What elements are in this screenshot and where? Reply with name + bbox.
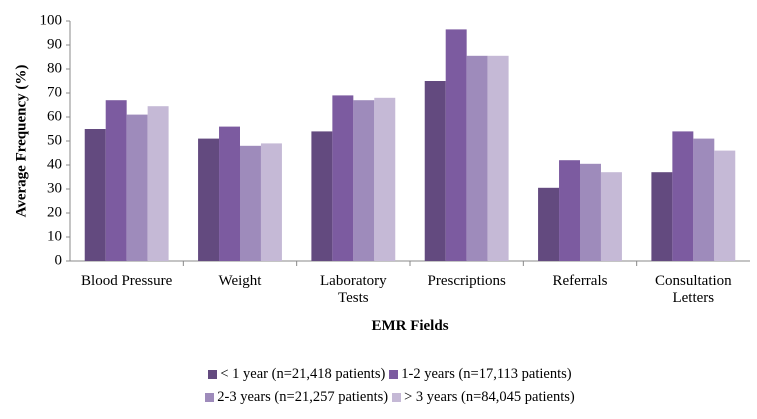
bar bbox=[311, 131, 333, 261]
x-tick-label: Prescriptions bbox=[427, 273, 506, 289]
bar bbox=[580, 163, 601, 261]
y-tick-label: 100 bbox=[40, 12, 63, 28]
legend-item: > 3 years (n=84,045 patients) bbox=[392, 389, 575, 406]
bar bbox=[693, 138, 715, 261]
y-tick-label: 90 bbox=[47, 36, 62, 52]
bar bbox=[147, 106, 169, 261]
bar bbox=[487, 55, 509, 261]
y-tick-label: 30 bbox=[47, 180, 62, 196]
legend-label: 2-3 years (n=21,257 patients) bbox=[217, 389, 389, 405]
y-tick-label: 70 bbox=[47, 84, 62, 100]
y-tick-label: 0 bbox=[55, 252, 63, 268]
bar bbox=[538, 187, 560, 261]
bar bbox=[714, 150, 736, 261]
bar bbox=[559, 160, 580, 261]
legend-label: 1-2 years (n=17,113 patients) bbox=[401, 366, 572, 382]
legend-swatch bbox=[205, 393, 215, 402]
legend-item: 1-2 years (n=17,113 patients) bbox=[389, 366, 572, 383]
x-tick-label: Consultation Letters bbox=[654, 273, 732, 306]
bar bbox=[332, 95, 354, 262]
bar bbox=[374, 97, 396, 261]
bar bbox=[424, 81, 446, 261]
bar bbox=[445, 29, 467, 262]
x-tick-label: Blood Pressure bbox=[81, 273, 173, 289]
y-tick-label: 10 bbox=[47, 228, 62, 244]
y-axis-title: Average Frequency (%) bbox=[13, 65, 29, 218]
legend-swatch bbox=[389, 370, 399, 379]
x-tick-label: Weight bbox=[218, 273, 262, 289]
y-tick-label: 20 bbox=[47, 204, 62, 220]
bar bbox=[126, 114, 148, 261]
bar bbox=[353, 100, 375, 261]
x-axis-title: EMR Fields bbox=[371, 318, 449, 334]
legend-item: < 1 year (n=21,418 patients) bbox=[208, 366, 385, 383]
legend-item: 2-3 years (n=21,257 patients) bbox=[205, 389, 388, 406]
y-tick-label: 60 bbox=[47, 108, 62, 124]
y-tick-label: 80 bbox=[47, 60, 62, 76]
x-tick-label: Referrals bbox=[552, 273, 608, 289]
legend-swatch bbox=[208, 370, 218, 379]
legend-label: > 3 years (n=84,045 patients) bbox=[404, 389, 575, 405]
bar bbox=[466, 55, 488, 261]
y-tick-label: 40 bbox=[47, 156, 62, 172]
y-tick-label: 50 bbox=[47, 132, 62, 148]
legend-swatch bbox=[392, 393, 402, 402]
legend-label: < 1 year (n=21,418 patients) bbox=[220, 366, 386, 382]
bar bbox=[672, 131, 694, 261]
bar bbox=[84, 129, 106, 261]
bar bbox=[219, 126, 240, 261]
bar bbox=[600, 172, 622, 261]
bar bbox=[198, 138, 220, 261]
bar bbox=[651, 172, 673, 261]
x-tick-label: Laboratory Tests bbox=[320, 273, 387, 306]
legend: < 1 year (n=21,418 patients) 1-2 years (n… bbox=[130, 366, 650, 406]
bar bbox=[240, 145, 261, 261]
bar bbox=[105, 100, 127, 261]
bar bbox=[260, 143, 282, 261]
